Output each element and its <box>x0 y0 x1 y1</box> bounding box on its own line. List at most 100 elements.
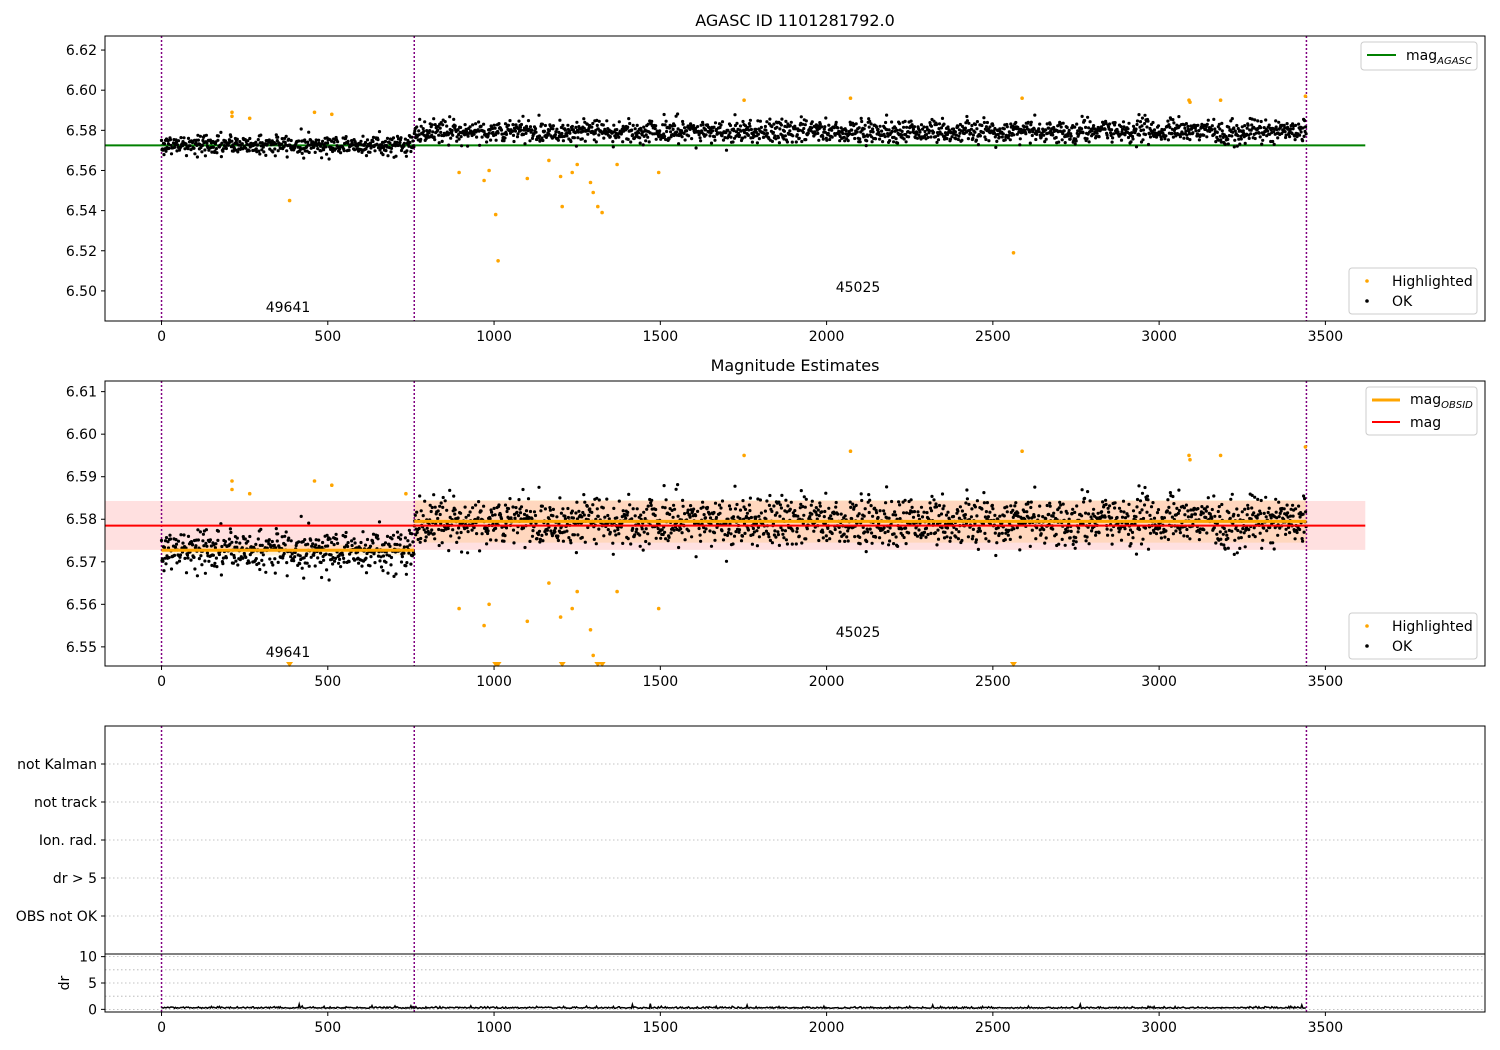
ok-point <box>858 542 862 546</box>
ok-point <box>433 505 437 509</box>
ok-point <box>682 131 686 135</box>
ok-point <box>896 544 900 549</box>
ok-point <box>1139 128 1143 133</box>
panel-agasc: AGASC ID 1101281792.0 49641 45025 0 500 10… <box>66 11 1486 345</box>
ok-point <box>660 528 664 532</box>
ok-point <box>1210 516 1214 521</box>
ok-point <box>334 556 338 561</box>
ok-point <box>563 128 568 132</box>
ok-point <box>1208 512 1212 516</box>
ok-point <box>203 154 207 158</box>
ok-point <box>1214 541 1218 545</box>
ok-point <box>1242 131 1246 135</box>
ok-point <box>1048 501 1052 505</box>
ok-point <box>1260 546 1264 550</box>
ok-point <box>924 526 929 530</box>
ok-point <box>1274 125 1278 129</box>
highlighted-point <box>230 114 234 119</box>
ok-point <box>957 530 961 534</box>
ok-point <box>566 123 570 127</box>
ok-point <box>713 501 718 505</box>
ok-point <box>824 534 828 538</box>
ok-point <box>1197 538 1201 542</box>
ok-point <box>438 126 442 130</box>
ok-point <box>891 513 895 517</box>
ok-point <box>1197 138 1201 142</box>
ok-point <box>201 539 205 543</box>
ok-point <box>231 561 235 565</box>
ok-point <box>210 563 214 568</box>
ok-point <box>765 120 769 124</box>
ok-point <box>1082 500 1086 504</box>
ok-point <box>537 485 541 489</box>
ok-point <box>898 503 902 507</box>
ok-point <box>1205 122 1209 126</box>
legend-ok-label: OK <box>1392 639 1413 655</box>
ok-point <box>339 151 343 155</box>
ok-point <box>1128 544 1132 548</box>
ok-point <box>1178 527 1182 532</box>
ok-point <box>502 539 506 543</box>
y-tick-label: 6.52 <box>66 244 97 260</box>
ok-point <box>1115 127 1119 132</box>
ok-point <box>694 514 698 518</box>
ok-point <box>219 522 223 526</box>
ok-point <box>451 528 455 532</box>
ok-point <box>720 499 725 503</box>
ok-point <box>259 133 263 137</box>
ok-point <box>671 127 675 131</box>
ok-point <box>744 514 749 519</box>
ok-point <box>168 138 173 142</box>
ok-point <box>911 515 916 519</box>
ok-point <box>1087 140 1091 144</box>
ok-point <box>629 542 633 546</box>
ok-point <box>671 515 675 519</box>
ok-point <box>857 126 861 130</box>
ok-point <box>963 513 968 517</box>
ok-point <box>885 485 889 489</box>
ok-point <box>342 149 346 153</box>
highlighted-point <box>591 190 595 195</box>
ok-point <box>841 131 845 136</box>
ok-point <box>1075 504 1079 508</box>
ok-point <box>406 138 410 143</box>
ok-point <box>790 542 794 546</box>
panel-mag-estimates-line-legend: magOBSID mag <box>1365 386 1478 436</box>
ok-point <box>537 134 542 138</box>
ok-point <box>169 143 173 147</box>
ok-point <box>275 139 279 143</box>
ok-point <box>960 538 964 543</box>
ok-point <box>300 566 304 570</box>
ok-point <box>789 500 793 504</box>
ok-point <box>1190 126 1194 130</box>
ok-point <box>421 514 425 518</box>
ok-point <box>448 515 452 520</box>
ok-point <box>333 559 337 563</box>
ok-point <box>822 127 826 131</box>
ok-point <box>785 140 790 144</box>
ok-point <box>360 564 364 568</box>
ok-point <box>204 133 208 137</box>
ok-point <box>194 544 198 548</box>
ok-point <box>411 139 415 143</box>
flag-category-label: Ion. rad. <box>39 833 97 849</box>
ok-point <box>720 134 724 138</box>
ok-point <box>289 539 293 543</box>
ok-point <box>212 564 216 568</box>
ok-point <box>1226 137 1230 141</box>
ok-point <box>269 143 273 147</box>
ok-point <box>475 532 479 536</box>
ok-point <box>1086 115 1090 119</box>
ok-point <box>942 122 946 126</box>
ok-point <box>215 565 219 569</box>
ok-point <box>954 137 958 141</box>
ok-point <box>431 130 435 134</box>
ok-point <box>644 133 648 137</box>
ok-point <box>1140 116 1145 120</box>
ok-point <box>452 117 456 121</box>
ok-point <box>1091 512 1095 516</box>
flag-category-label: dr > 5 <box>53 871 97 887</box>
ok-point <box>350 539 354 543</box>
ok-point <box>478 143 482 147</box>
